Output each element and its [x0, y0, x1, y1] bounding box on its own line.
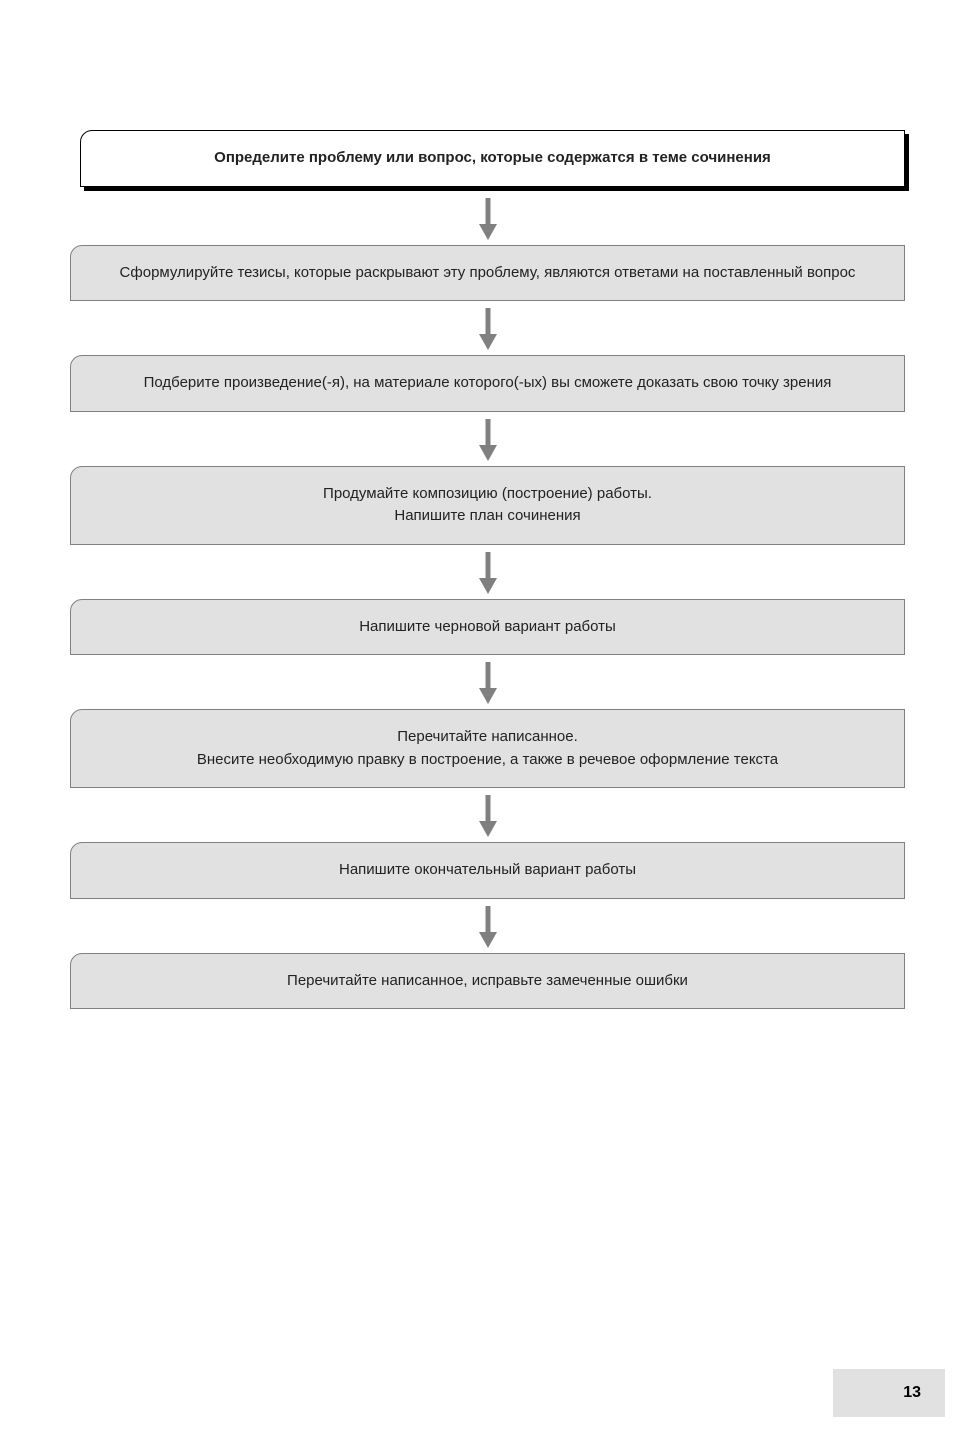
flow-step-line: Определите проблему или вопрос, которые …	[105, 147, 880, 170]
flowchart-container: Определите проблему или вопрос, которые …	[70, 130, 905, 1009]
down-arrow-icon	[479, 196, 497, 240]
flow-arrow	[479, 301, 497, 355]
page-number: 13	[903, 1384, 921, 1402]
page-footer: 13	[833, 1369, 945, 1417]
flow-step-box: Перечитайте написанное, исправьте замече…	[70, 953, 905, 1010]
flow-step-line: Внесите необходимую правку в построение,…	[95, 749, 880, 772]
down-arrow-icon	[479, 904, 497, 948]
flow-step-line: Перечитайте написанное, исправьте замече…	[95, 970, 880, 993]
flow-step-box: Сформулируйте тезисы, которые раскрывают…	[70, 245, 905, 302]
flow-arrow	[479, 191, 497, 245]
flow-arrow	[479, 655, 497, 709]
flow-arrow	[479, 788, 497, 842]
flow-step-line: Перечитайте написанное.	[95, 726, 880, 749]
flow-step-line: Продумайте композицию (построение) работ…	[95, 483, 880, 506]
flow-step-box: Напишите окончательный вариант работы	[70, 842, 905, 899]
flow-step-line: Напишите черновой вариант работы	[95, 616, 880, 639]
flow-step-box: Перечитайте написанное.Внесите необходим…	[70, 709, 905, 788]
down-arrow-icon	[479, 660, 497, 704]
down-arrow-icon	[479, 306, 497, 350]
flow-step-line: Подберите произведение(-я), на материале…	[95, 372, 880, 395]
down-arrow-icon	[479, 417, 497, 461]
flow-arrow	[479, 412, 497, 466]
flow-step-line: Сформулируйте тезисы, которые раскрывают…	[95, 262, 880, 285]
flow-step-box: Подберите произведение(-я), на материале…	[70, 355, 905, 412]
flow-arrow	[479, 545, 497, 599]
flow-step-line: Напишите план сочинения	[95, 505, 880, 528]
flow-step-box: Напишите черновой вариант работы	[70, 599, 905, 656]
flow-step-box: Продумайте композицию (построение) работ…	[70, 466, 905, 545]
flow-step-line: Напишите окончательный вариант работы	[95, 859, 880, 882]
flow-arrow	[479, 899, 497, 953]
down-arrow-icon	[479, 793, 497, 837]
flow-step-header: Определите проблему или вопрос, которые …	[80, 130, 905, 187]
down-arrow-icon	[479, 550, 497, 594]
